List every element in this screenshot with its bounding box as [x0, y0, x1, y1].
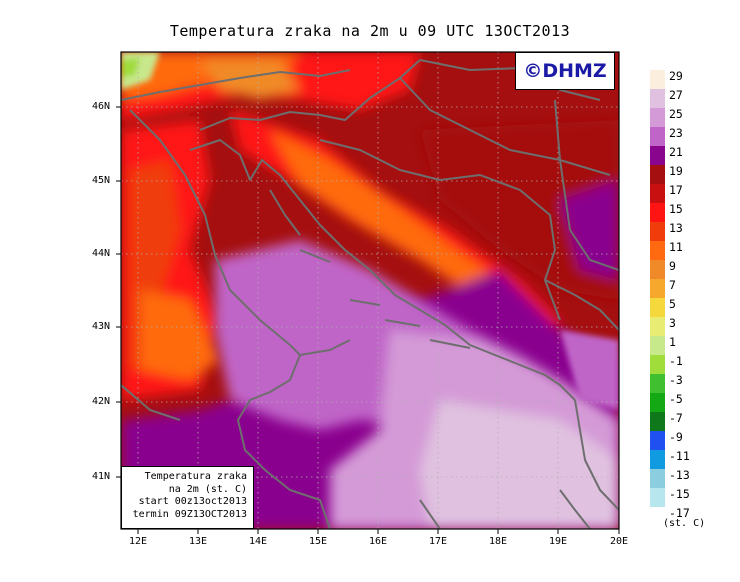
lon-label: 17E	[428, 536, 448, 547]
graticule	[121, 52, 619, 529]
legend-swatch	[650, 279, 665, 298]
info-line: start 00z13oct2013	[138, 496, 247, 507]
info-box: Temperatura zraka na 2m (st. C) start 00…	[121, 466, 254, 529]
coastlines	[121, 59, 619, 529]
legend-swatch	[650, 488, 665, 507]
legend-label: -3	[669, 373, 683, 387]
lat-label: 43N	[92, 321, 111, 332]
legend-swatch	[650, 374, 665, 393]
legend-label: -13	[669, 468, 690, 482]
legend-label: 27	[669, 88, 683, 102]
legend-swatch	[650, 146, 665, 165]
legend-swatch	[650, 70, 665, 89]
lat-label: 46N	[92, 101, 111, 112]
lon-label: 16E	[368, 536, 388, 547]
legend-swatch	[650, 108, 665, 127]
legend-label: 25	[669, 107, 683, 121]
legend-swatch	[650, 412, 665, 431]
legend-swatch	[650, 469, 665, 488]
legend-swatch	[650, 89, 665, 108]
lon-label: 19E	[548, 536, 568, 547]
legend-swatch	[650, 450, 665, 469]
lon-label: 14E	[248, 536, 268, 547]
legend-units: (st. C)	[663, 518, 706, 529]
lat-label: 42N	[92, 396, 111, 407]
legend-label: -7	[669, 411, 683, 425]
lon-label: 15E	[308, 536, 328, 547]
temperature-field	[121, 52, 619, 529]
legend-label: 9	[669, 259, 676, 273]
legend-swatch	[650, 393, 665, 412]
lat-label: 44N	[92, 248, 111, 259]
legend-label: -9	[669, 430, 683, 444]
legend-label: 5	[669, 297, 676, 311]
legend-swatch	[650, 241, 665, 260]
legend-label: 11	[669, 240, 683, 254]
legend-swatch	[650, 203, 665, 222]
legend-swatch	[650, 317, 665, 336]
legend-label: 15	[669, 202, 683, 216]
legend-swatch	[650, 298, 665, 317]
lon-label: 13E	[188, 536, 208, 547]
legend-swatch	[650, 222, 665, 241]
legend-label: 13	[669, 221, 683, 235]
legend-label: 1	[669, 335, 676, 349]
legend-swatch	[650, 260, 665, 279]
lat-label: 41N	[92, 471, 111, 482]
legend-label: -1	[669, 354, 683, 368]
legend-swatch	[650, 127, 665, 146]
lon-label: 20E	[609, 536, 629, 547]
info-line: Temperatura zraka	[144, 471, 247, 482]
legend-swatch	[650, 336, 665, 355]
info-line: na 2m (st. C)	[168, 483, 247, 495]
legend-swatch	[650, 355, 665, 374]
lon-label: 18E	[488, 536, 508, 547]
info-line: termin 09Z13OCT2013	[132, 508, 247, 520]
legend-label: 21	[669, 145, 683, 159]
legend-label: 23	[669, 126, 683, 140]
legend-label: 3	[669, 316, 676, 330]
legend-swatch	[650, 184, 665, 203]
lon-label: 12E	[128, 536, 148, 547]
legend-label: 29	[669, 69, 683, 83]
legend-label: -5	[669, 392, 683, 406]
legend-label: 7	[669, 278, 676, 292]
legend-swatch	[650, 431, 665, 450]
legend-label: -11	[669, 449, 690, 463]
legend-swatch	[650, 165, 665, 184]
legend-label: -17	[669, 506, 690, 520]
plot-frame	[120, 51, 620, 530]
map-title: Temperatura zraka na 2m u 09 UTC 13OCT20…	[169, 22, 571, 40]
legend-label: 19	[669, 164, 683, 178]
legend-label: -15	[669, 487, 690, 501]
axis-ticks	[116, 106, 620, 534]
lat-label: 45N	[92, 175, 111, 186]
dhmz-credit: ©DHMZ	[515, 52, 615, 90]
legend-label: 17	[669, 183, 683, 197]
